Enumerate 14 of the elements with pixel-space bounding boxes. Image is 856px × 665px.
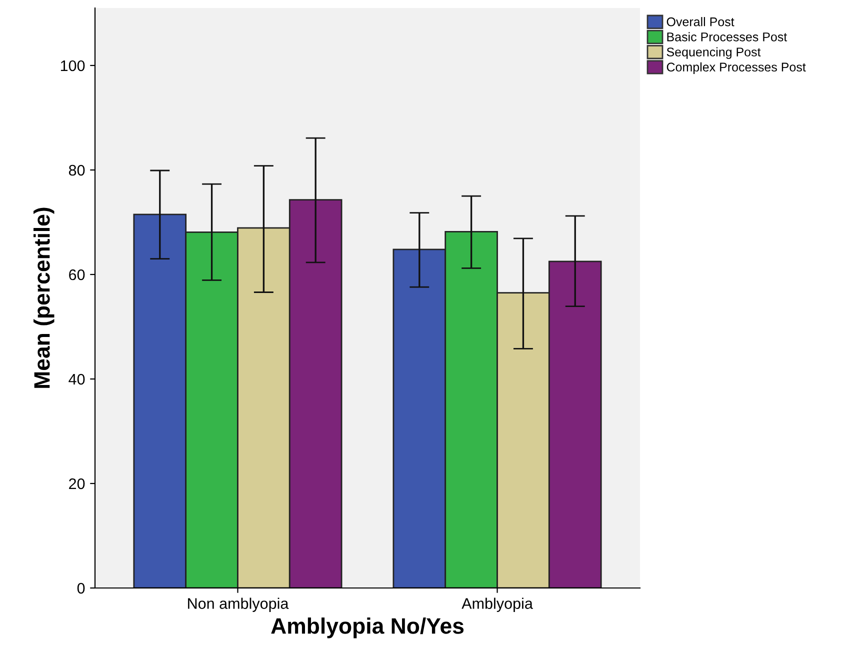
legend-label: Complex Processes Post [666,62,806,74]
y-tick-label: 0 [77,582,85,594]
x-tick-label: Amblyopia [462,598,533,612]
legend-label: Sequencing Post [666,47,761,59]
x-tick-label: Non amblyopia [188,598,289,612]
legend-label: Basic Processes Post [667,32,788,42]
y-tick-label: 100 [60,60,85,72]
x-axis-title: Amblyopia No/Yes [271,618,464,638]
y-tick-label: 60 [69,269,85,280]
legend-label: Overall Post [666,17,734,26]
y-tick-label: 20 [69,478,85,490]
y-tick-label: 40 [68,374,85,385]
y-tick-label: 80 [68,164,85,176]
y-axis-title: Mean (percentile) [34,208,54,388]
